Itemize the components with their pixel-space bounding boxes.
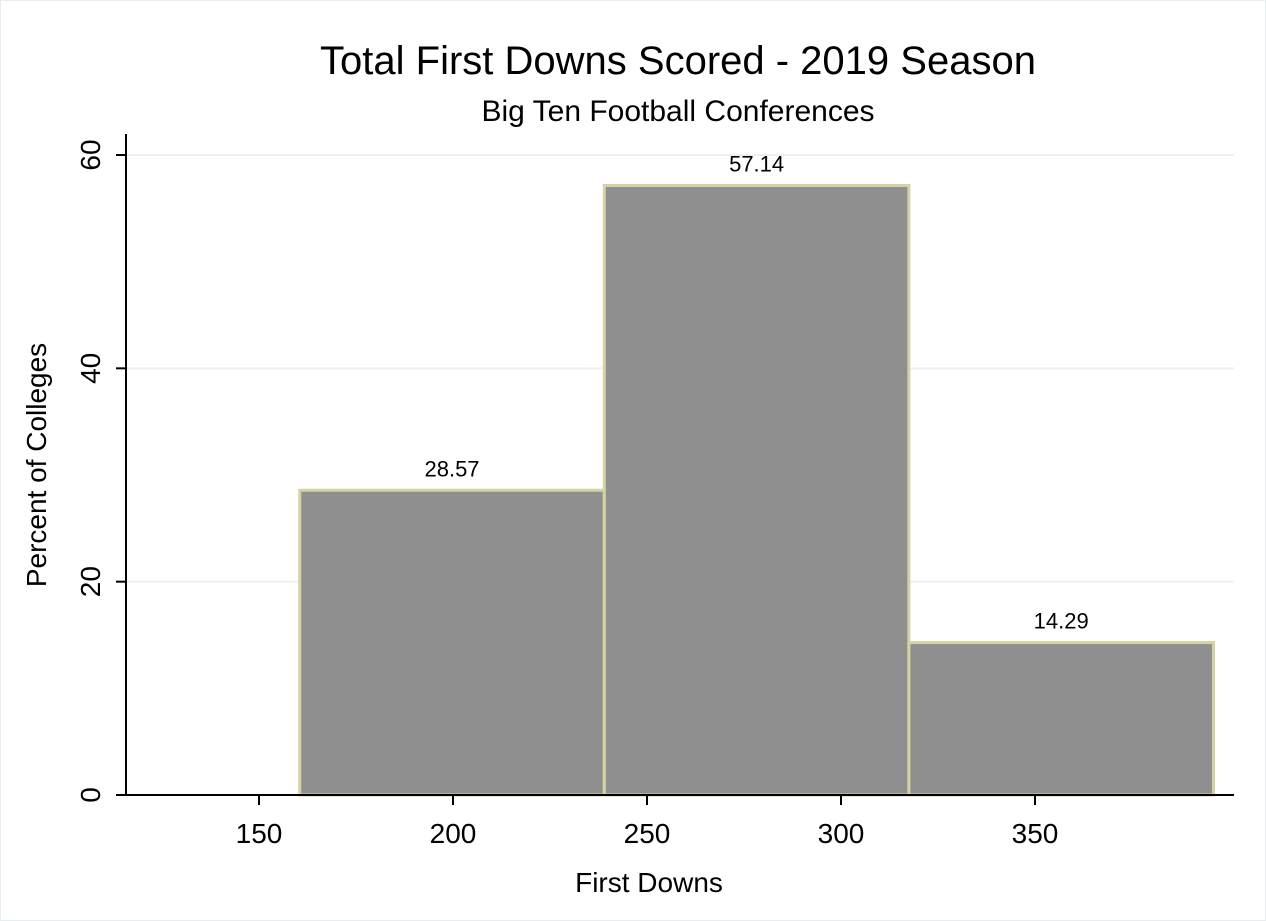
data-label: 28.57: [424, 456, 479, 481]
bar-1: [298, 488, 606, 797]
y-axis-label: Percent of Colleges: [21, 343, 52, 587]
bar-3: [907, 641, 1215, 797]
y-tick-label: 60: [75, 139, 106, 170]
y-tick-label: 0: [75, 787, 106, 803]
data-labels: 28.57 57.14 14.29: [424, 152, 1088, 634]
bar-2: [602, 184, 911, 797]
y-tick-label: 20: [75, 566, 106, 597]
y-ticks: 0 20 40 60: [75, 139, 126, 803]
x-tick-label: 250: [624, 818, 671, 849]
bars: [298, 184, 1215, 797]
chart-subtitle: Big Ten Football Conferences: [481, 95, 874, 128]
x-tick-label: 150: [236, 818, 283, 849]
x-tick-label: 200: [430, 818, 477, 849]
x-tick-label: 350: [1012, 818, 1059, 849]
x-axis-label: First Downs: [575, 867, 723, 898]
y-tick-label: 40: [75, 353, 106, 384]
x-tick-label: 300: [818, 818, 865, 849]
data-label: 14.29: [1034, 609, 1089, 634]
data-label: 57.14: [729, 152, 784, 177]
x-ticks: 150 200 250 300 350: [236, 795, 1059, 849]
chart-title: Total First Downs Scored - 2019 Season: [320, 39, 1036, 83]
